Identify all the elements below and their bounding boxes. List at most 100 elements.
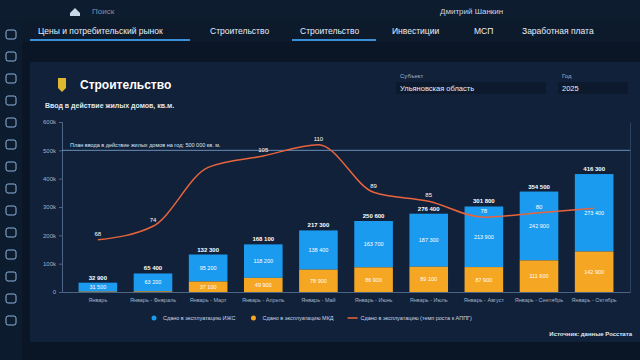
bar <box>465 267 504 292</box>
tab[interactable]: Цены и потребительский рынок <box>38 26 163 36</box>
sidebar-icon[interactable] <box>6 162 16 171</box>
sidebar-icon[interactable] <box>6 184 16 193</box>
bar-label: 89 100 <box>420 276 437 282</box>
x-tick: Январь - Октябрь <box>572 292 617 303</box>
total-label: 250 600 <box>363 213 385 219</box>
line-label: 85 <box>425 192 432 198</box>
x-tick-label: Январь - Февраль <box>130 297 176 303</box>
subject-label: Субъект <box>400 73 423 79</box>
year-select[interactable] <box>558 82 628 94</box>
bar-label: 49 900 <box>255 282 272 288</box>
y-tick-mark <box>59 264 62 265</box>
y-tick-mark <box>59 122 62 123</box>
sidebar-icon[interactable] <box>6 140 16 149</box>
bar <box>354 267 393 292</box>
sidebar-icon[interactable] <box>6 206 16 215</box>
bar <box>79 291 118 292</box>
bar-label: 86 900 <box>365 277 382 283</box>
y-tick-mark <box>59 179 62 180</box>
tab[interactable]: Строительство <box>210 26 269 36</box>
line-label: 105 <box>258 147 269 153</box>
y2-axis-line <box>630 123 631 293</box>
y-tick-mark <box>59 235 62 236</box>
x-tick-label: Январь - Октябрь <box>572 297 617 303</box>
bar <box>409 214 448 267</box>
x-tick: Январь - Июль <box>410 292 448 303</box>
x-tick: Январь - Июнь <box>355 292 393 303</box>
top-bar <box>0 0 640 20</box>
bar-label: 95 200 <box>200 265 217 271</box>
bar <box>134 291 173 292</box>
home-icon[interactable] <box>70 8 80 16</box>
search[interactable]: Поиск <box>92 7 115 16</box>
bar-label: 187 300 <box>419 237 439 243</box>
sidebar-icon[interactable] <box>6 294 16 303</box>
bar <box>299 230 338 269</box>
tab-underline <box>292 39 376 41</box>
bar <box>409 267 448 292</box>
sidebar-icon[interactable] <box>6 250 16 259</box>
subject[interactable]: Ульяновская область <box>400 84 474 93</box>
user-name[interactable]: Дмитрий Шанкин <box>440 7 503 16</box>
legend-entry: Сдано в эксплуатацию (темп роста к АППГ) <box>361 315 473 321</box>
year-label: Год <box>562 73 572 79</box>
tab[interactable]: Инвестиции <box>392 26 439 36</box>
year[interactable]: 2025 <box>562 84 579 93</box>
legend-entry: Сдано в эксплуатацию ИЖС <box>163 315 236 321</box>
x-tick-label: Январь <box>88 297 107 303</box>
y2-axis <box>630 123 631 293</box>
y-tick-label: 0 <box>53 289 57 295</box>
total-label: 416 300 <box>583 166 605 172</box>
plan-line <box>62 150 630 151</box>
sidebar-icon[interactable] <box>6 228 16 237</box>
y-tick-mark <box>59 207 62 208</box>
sidebar-icon[interactable] <box>6 316 16 325</box>
x-tick-label: Январь - Июль <box>410 297 448 303</box>
total-label: 132 300 <box>197 247 219 253</box>
sidebar-icon[interactable] <box>6 96 16 105</box>
x-tick-label: Январь - Май <box>301 297 336 303</box>
tab[interactable]: Заработная плата <box>522 26 594 36</box>
total-label: 276 400 <box>418 206 440 212</box>
total-label: 217 300 <box>308 222 330 228</box>
tab[interactable]: МСП <box>474 26 493 36</box>
sidebar-icon[interactable] <box>6 74 16 83</box>
sidebar-icon[interactable] <box>6 118 16 127</box>
labels: План ввода в действие жилых домов на год… <box>70 136 606 290</box>
x-tick: Январь - Сентябрь <box>515 292 564 303</box>
y-tick: 0 <box>53 289 62 295</box>
line <box>98 145 594 240</box>
tab-bar <box>0 20 640 42</box>
sidebar-icon[interactable] <box>6 52 16 61</box>
chart-title: Ввод в действие жилых домов, кв.м. <box>45 102 174 110</box>
sidebar-icon[interactable] <box>6 30 16 39</box>
tab-underline <box>30 39 190 41</box>
bar-label: 111 600 <box>529 273 548 279</box>
section-title: Строительство <box>80 78 171 92</box>
bar-label: 142 900 <box>584 269 604 275</box>
emblem <box>58 78 66 92</box>
bar <box>79 283 118 292</box>
bar-label: 31 500 <box>89 284 106 290</box>
bar <box>189 281 228 292</box>
y-tick: 100k <box>43 261 62 267</box>
bar <box>575 174 614 251</box>
bar <box>299 270 338 292</box>
y-tick: 200k <box>43 233 62 239</box>
y-tick-label: 600k <box>43 119 57 125</box>
x-tick-label: Январь - Август <box>464 297 505 303</box>
bar <box>520 260 559 292</box>
bar <box>354 221 393 267</box>
sidebar-icon[interactable] <box>6 272 16 281</box>
y-tick-label: 500k <box>43 148 57 154</box>
subject-select[interactable] <box>396 82 546 94</box>
bar <box>244 278 283 292</box>
y-tick: 400k <box>43 176 62 182</box>
annotation: План ввода в действие жилых домов на год… <box>70 142 221 148</box>
x-tick: Январь <box>88 292 107 303</box>
tab[interactable]: Строительство <box>300 26 359 36</box>
x-tick: Январь - Март <box>190 292 227 303</box>
x-axis: Январь Январь - Февраль Январь - Март Январ… <box>63 292 631 303</box>
bar <box>244 244 283 277</box>
x-tick: Январь - Апрель <box>242 292 285 303</box>
